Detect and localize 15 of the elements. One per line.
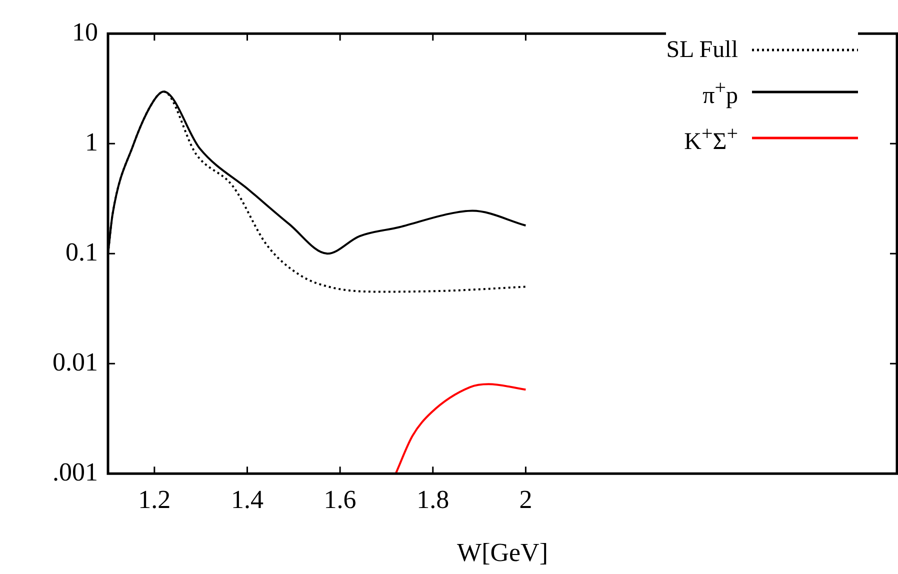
y-tick-label: 1 <box>85 127 98 156</box>
x-tick-label: 1.2 <box>138 485 171 514</box>
x-tick-label: 2 <box>519 485 532 514</box>
legend-label: K$^{+}$Σ$^{+}$ <box>683 122 738 157</box>
y-tick-label: 0.01 <box>52 347 98 376</box>
x-tick-label: 1.4 <box>230 485 264 514</box>
y-tick-label: 0.1 <box>66 237 98 266</box>
y-tick-label: .001 <box>52 457 98 486</box>
y-tick-label: 10 <box>72 17 98 46</box>
x-tick-label: 1.6 <box>324 485 356 514</box>
line-series <box>394 383 527 474</box>
x-tick-label: 1.8 <box>416 485 450 514</box>
x-axis-title: W[GeV] <box>457 538 548 568</box>
legend-label: SL Full <box>666 36 738 65</box>
legend-label: π$^{+}$p <box>702 76 738 111</box>
